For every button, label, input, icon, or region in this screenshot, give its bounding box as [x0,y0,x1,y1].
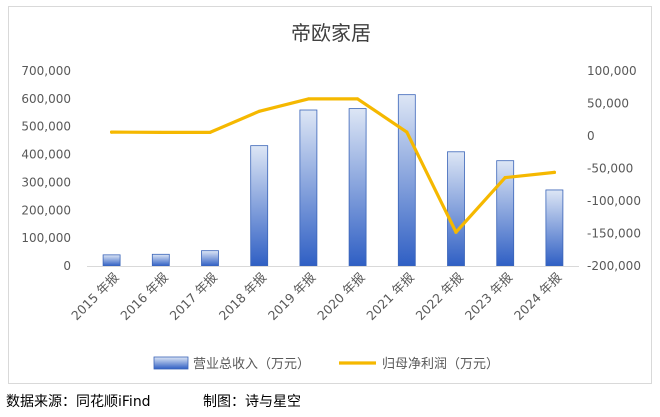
left-axis-tick-label: 400,000 [21,148,71,162]
x-axis-tick-label: 2017 年报 [167,269,221,323]
bar-series [102,94,564,267]
net-profit-point [356,97,360,101]
right-axis-tick-label: -50,000 [587,162,633,176]
left-axis-tick-label: 300,000 [21,175,71,189]
revenue-bar [348,108,367,267]
left-axis-tick-label: 500,000 [21,120,71,134]
right-axis: -200,000 -150,000 -100,000 -50,000 0 50,000 10… [587,64,641,273]
chart-frame: 帝欧家居 0 100,000 200,000 300,000 400,000 500,00… [8,6,652,384]
legend: 营业总收入（万元） 归母净利润（万元） [153,356,499,372]
left-axis-tick-label: 700,000 [21,64,71,78]
net-profit-point [110,130,114,134]
revenue-bar [102,254,121,267]
chart: 帝欧家居 0 100,000 200,000 300,000 400,000 500,00… [21,21,641,372]
x-axis-tick-label: 2020 年报 [314,269,368,323]
revenue-bar [397,94,416,267]
x-axis-tick-label: 2016 年报 [117,269,171,323]
chart-credit: 制图：诗与星空 [203,394,302,410]
net-profit-point [454,230,458,234]
right-axis-tick-label: -100,000 [587,194,641,208]
right-axis-tick-label: 50,000 [587,97,629,111]
x-axis-tick-label: 2022 年报 [413,269,467,323]
x-axis-tick-label: 2019 年报 [265,269,319,323]
x-axis-tick-label: 2024 年报 [511,269,565,323]
right-axis-tick-label: 0 [587,129,595,143]
right-axis-tick-label: -150,000 [587,227,641,241]
footer: 数据来源：同花顺iFind 制图：诗与星空 [6,391,301,411]
revenue-bar [201,250,219,267]
revenue-bar [545,189,564,267]
left-axis-tick-label: 100,000 [21,231,71,245]
left-axis-tick-label: 0 [63,259,71,273]
revenue-bar [447,151,465,267]
revenue-bar [250,145,269,267]
legend-label-net-profit: 归母净利润（万元） [382,357,499,372]
net-profit-point [159,130,163,135]
net-profit-point [503,176,507,180]
left-axis: 0 100,000 200,000 300,000 400,000 500,000 600,… [21,64,71,273]
line-series [109,97,557,234]
x-axis-tick-label: 2023 年报 [462,269,516,323]
left-axis-tick-label: 600,000 [21,92,71,106]
legend-swatch-revenue [153,356,189,370]
net-profit-point [552,170,557,174]
net-profit-point [306,97,310,101]
x-axis-tick-label: 2021 年报 [363,269,417,323]
x-axis-tick-label: 2018 年报 [216,269,270,323]
net-profit-point [257,109,261,113]
chart-title: 帝欧家居 [291,21,371,45]
x-axis-tick-label: 2015 年报 [68,269,122,323]
right-axis-tick-label: -200,000 [587,259,641,273]
net-profit-point [405,130,409,134]
net-profit-point [208,130,212,135]
right-axis-tick-label: 100,000 [587,64,637,78]
revenue-bar [151,253,170,267]
revenue-bar [299,109,318,267]
left-axis-tick-label: 200,000 [21,203,71,217]
legend-label-revenue: 营业总收入（万元） [193,357,310,372]
net-profit-line [109,97,557,234]
data-source: 数据来源：同花顺iFind [6,394,151,410]
